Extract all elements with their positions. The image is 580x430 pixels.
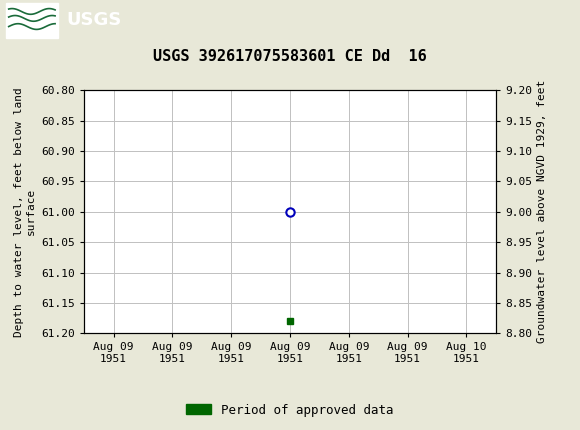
Text: USGS 392617075583601 CE Dd  16: USGS 392617075583601 CE Dd 16 xyxy=(153,49,427,64)
Y-axis label: Depth to water level, feet below land
surface: Depth to water level, feet below land su… xyxy=(14,87,36,337)
Legend: Period of approved data: Period of approved data xyxy=(181,399,399,421)
Text: USGS: USGS xyxy=(67,12,122,29)
Y-axis label: Groundwater level above NGVD 1929, feet: Groundwater level above NGVD 1929, feet xyxy=(538,80,548,344)
Bar xyxy=(6,3,58,37)
